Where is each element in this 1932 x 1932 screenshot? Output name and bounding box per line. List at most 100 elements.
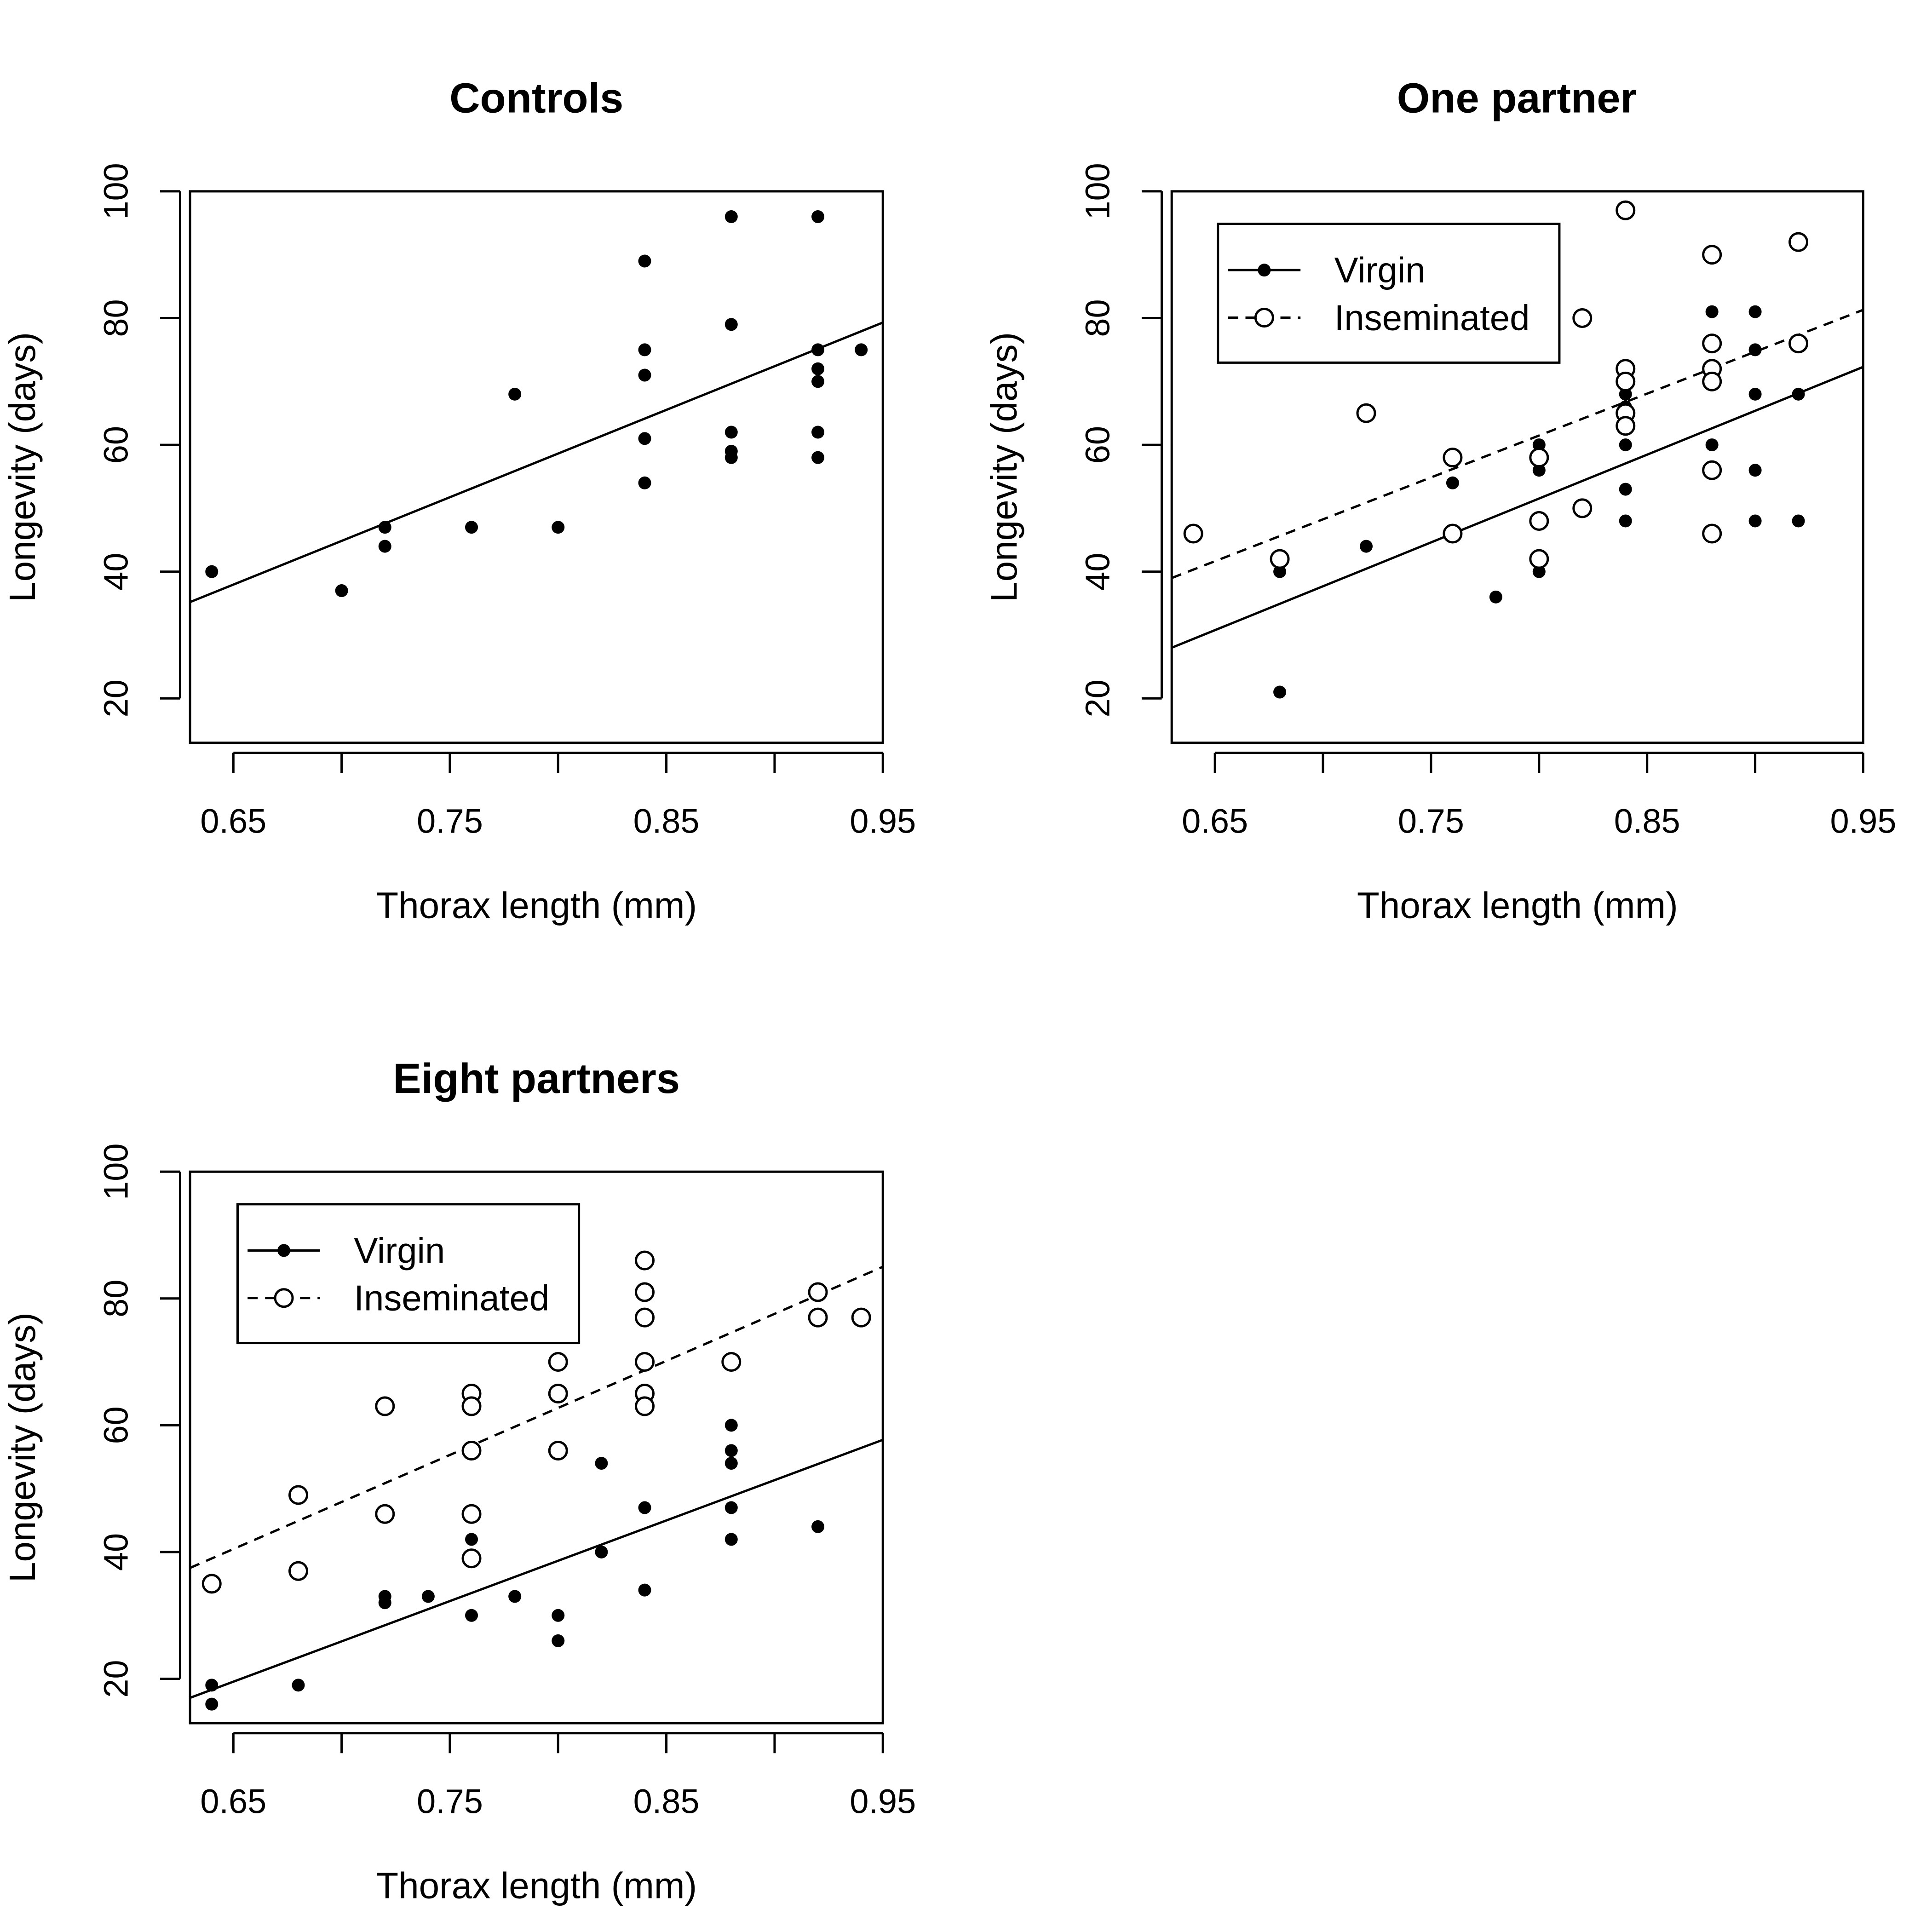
x-tick-label: 0.65 <box>200 1782 266 1821</box>
data-point <box>724 210 738 224</box>
plot-frame <box>1170 190 1864 744</box>
y-tick-label: 20 <box>97 1660 135 1697</box>
legend-marker <box>274 1288 294 1308</box>
y-tick-label: 20 <box>1078 679 1116 717</box>
data-point <box>1356 403 1376 423</box>
data-point <box>1788 232 1809 252</box>
data-point <box>1529 549 1549 569</box>
x-tick-label: 0.65 <box>1182 802 1248 840</box>
data-point <box>1705 438 1719 452</box>
data-point <box>1446 476 1459 489</box>
fit-line <box>1172 309 1863 579</box>
data-point <box>811 343 825 356</box>
data-point <box>1705 305 1719 318</box>
data-point <box>1572 308 1593 328</box>
chart-title: Controls <box>449 75 623 122</box>
legend: Virgin Inseminated <box>236 1203 581 1345</box>
data-point <box>1702 334 1722 354</box>
data-point <box>1443 448 1463 468</box>
x-tick-label: 0.85 <box>633 802 700 840</box>
data-point <box>375 1396 395 1416</box>
data-point <box>1529 448 1549 468</box>
data-point <box>1792 514 1805 528</box>
fit-line <box>190 1265 883 1569</box>
data-point <box>508 387 522 401</box>
y-axis-label: Longevity (days) <box>2 332 43 602</box>
data-point <box>288 1485 309 1505</box>
y-tick-label: 100 <box>97 163 135 219</box>
data-point <box>811 426 825 439</box>
series-virgin <box>190 1419 883 1711</box>
data-point <box>724 1533 738 1546</box>
series-inseminated <box>190 1250 883 1594</box>
data-point <box>205 1679 218 1692</box>
data-point <box>635 1250 655 1271</box>
data-point <box>552 521 565 534</box>
data-point <box>1443 523 1463 544</box>
x-tick-label: 0.95 <box>850 802 916 840</box>
legend-label: Virgin <box>354 1230 445 1271</box>
data-point <box>724 426 738 439</box>
data-point <box>1792 387 1805 401</box>
data-point <box>1619 514 1632 528</box>
data-point <box>1619 483 1632 496</box>
data-point <box>1616 371 1636 391</box>
data-point <box>811 451 825 464</box>
data-point <box>1619 387 1632 401</box>
data-point <box>635 1396 655 1416</box>
data-point <box>595 1457 608 1470</box>
data-point <box>1702 245 1722 265</box>
data-point <box>635 1307 655 1328</box>
data-point <box>724 1457 738 1470</box>
x-tick-label: 0.95 <box>850 1782 916 1821</box>
series-points <box>190 210 883 604</box>
data-point <box>1359 540 1373 553</box>
legend-marker <box>277 1244 291 1257</box>
data-point <box>724 1444 738 1457</box>
y-tick-label: 100 <box>97 1143 135 1200</box>
data-point <box>638 476 651 489</box>
data-point <box>205 565 218 578</box>
data-point <box>1702 460 1722 480</box>
data-point <box>1532 565 1546 578</box>
data-point <box>465 521 478 534</box>
data-point <box>638 1583 651 1597</box>
y-axis-label: Longevity (days) <box>983 332 1024 602</box>
fit-line <box>190 1438 883 1699</box>
data-point <box>1788 334 1809 354</box>
chart-title: One partner <box>1397 75 1637 122</box>
data-point <box>1529 511 1549 531</box>
data-point <box>724 318 738 331</box>
legend-label: Inseminated <box>354 1278 549 1318</box>
chart-title: Eight partners <box>393 1055 680 1102</box>
data-point <box>721 1352 742 1372</box>
y-tick-label: 60 <box>97 1406 135 1444</box>
data-point <box>808 1307 828 1328</box>
legend-label: Virgin <box>1334 250 1426 290</box>
data-point <box>1748 387 1762 401</box>
data-point <box>638 343 651 356</box>
y-tick-label: 100 <box>1078 163 1116 219</box>
data-point <box>378 1596 391 1610</box>
x-tick-label: 0.85 <box>1614 802 1680 840</box>
x-tick-label: 0.75 <box>417 802 483 840</box>
data-point <box>851 1307 871 1328</box>
x-tick-label: 0.75 <box>417 1782 483 1821</box>
data-point <box>811 362 825 375</box>
data-point <box>1532 464 1546 477</box>
data-point <box>335 584 348 598</box>
chart-panel-1: Controls 0.65 0.75 0.85 0.95 20 40 60 80 100 Thora… <box>2 75 916 926</box>
data-point <box>1748 464 1762 477</box>
data-point <box>724 1419 738 1432</box>
data-point <box>1273 685 1287 699</box>
x-axis-label: Thorax length (mm) <box>376 885 697 926</box>
x-axis-label: Thorax length (mm) <box>376 1865 697 1906</box>
x-tick-label: 0.95 <box>1830 802 1896 840</box>
data-point <box>421 1590 435 1603</box>
data-point <box>855 343 868 356</box>
plot-frame <box>189 190 884 744</box>
legend-marker <box>1254 307 1274 328</box>
data-point <box>461 1504 482 1524</box>
data-point <box>638 432 651 445</box>
y-tick-label: 80 <box>97 299 135 337</box>
